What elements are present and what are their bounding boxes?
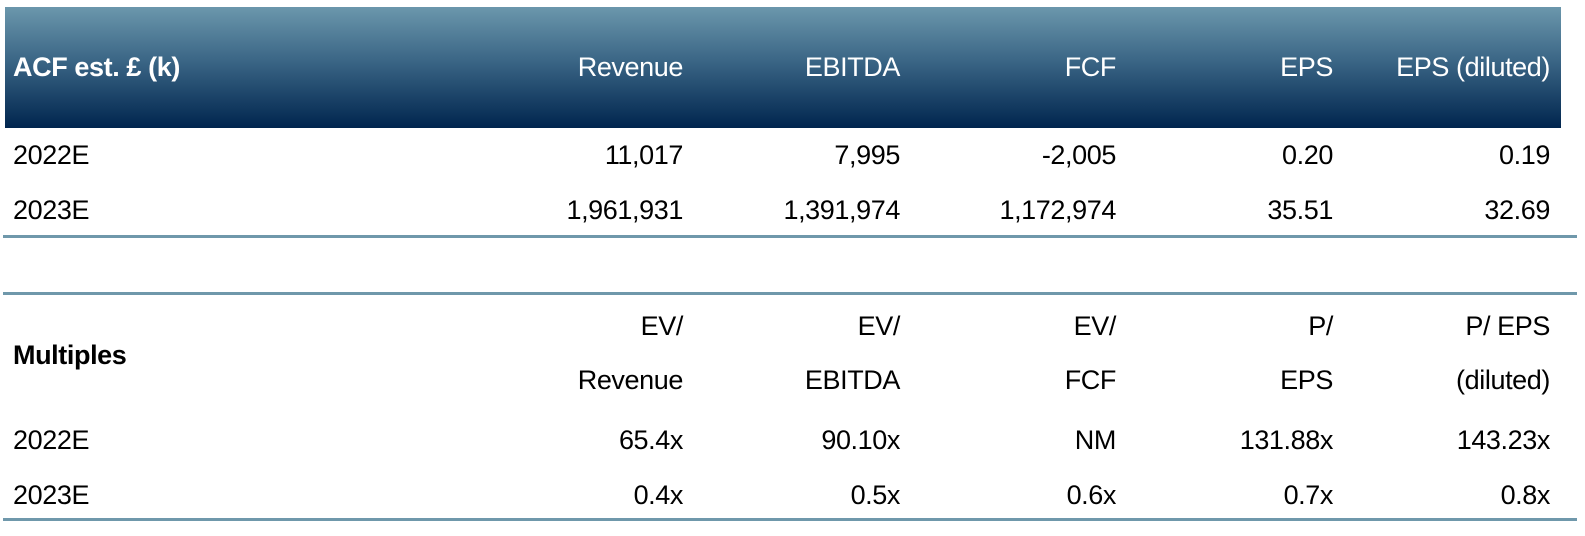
table-cell: 0.6x bbox=[1066, 480, 1117, 510]
row-label: 2022E bbox=[13, 425, 90, 455]
column-header-line2: EPS bbox=[1280, 365, 1333, 395]
column-header-line2: EBITDA bbox=[804, 365, 901, 395]
table-cell: -2,005 bbox=[1041, 140, 1117, 170]
table-cell: 65.4x bbox=[618, 425, 683, 455]
column-header-line1: EV/ bbox=[640, 311, 684, 341]
divider-rule bbox=[3, 518, 1577, 521]
table-cell: 7,995 bbox=[834, 140, 900, 170]
table-cell: 90.10x bbox=[821, 425, 900, 455]
column-header-line1: EV/ bbox=[857, 311, 901, 341]
table-cell: 32.69 bbox=[1484, 195, 1550, 225]
table-cell: 0.4x bbox=[633, 480, 684, 510]
row-label: 2023E bbox=[13, 195, 90, 225]
column-header: EPS (diluted) bbox=[1396, 52, 1550, 82]
table-cell: 0.19 bbox=[1499, 140, 1550, 170]
column-header: FCF bbox=[1064, 52, 1117, 82]
divider-rule bbox=[3, 235, 1577, 238]
table-cell: 143.23x bbox=[1456, 425, 1551, 455]
table-cell: 35.51 bbox=[1267, 195, 1333, 225]
row-label: 2022E bbox=[13, 140, 90, 170]
estimates-title: ACF est. £ (k) bbox=[13, 52, 180, 82]
row-label: 2023E bbox=[13, 480, 90, 510]
table-cell: NM bbox=[1074, 425, 1117, 455]
table-cell: 1,172,974 bbox=[999, 195, 1116, 225]
table-cell: 131.88x bbox=[1239, 425, 1334, 455]
column-header-line2: FCF bbox=[1064, 365, 1117, 395]
column-header-line1: P/ bbox=[1308, 311, 1333, 341]
table-cell: 0.8x bbox=[1500, 480, 1551, 510]
column-header-line2: Revenue bbox=[577, 365, 684, 395]
table-cell: 1,391,974 bbox=[783, 195, 900, 225]
multiples-title: Multiples bbox=[13, 340, 127, 370]
column-header-line1: EV/ bbox=[1073, 311, 1117, 341]
table-cell: 0.5x bbox=[850, 480, 901, 510]
table-cell: 0.7x bbox=[1283, 480, 1334, 510]
table-header-band bbox=[5, 7, 1561, 128]
column-header: Revenue bbox=[577, 52, 684, 82]
column-header: EPS bbox=[1280, 52, 1333, 82]
table-cell: 1,961,931 bbox=[566, 195, 683, 225]
table-cell: 0.20 bbox=[1282, 140, 1333, 170]
column-header: EBITDA bbox=[804, 52, 901, 82]
column-header-line2: (diluted) bbox=[1456, 365, 1550, 395]
table-cell: 11,017 bbox=[604, 140, 684, 170]
column-header-line1: P/ EPS bbox=[1465, 311, 1550, 341]
divider-rule bbox=[3, 292, 1577, 295]
